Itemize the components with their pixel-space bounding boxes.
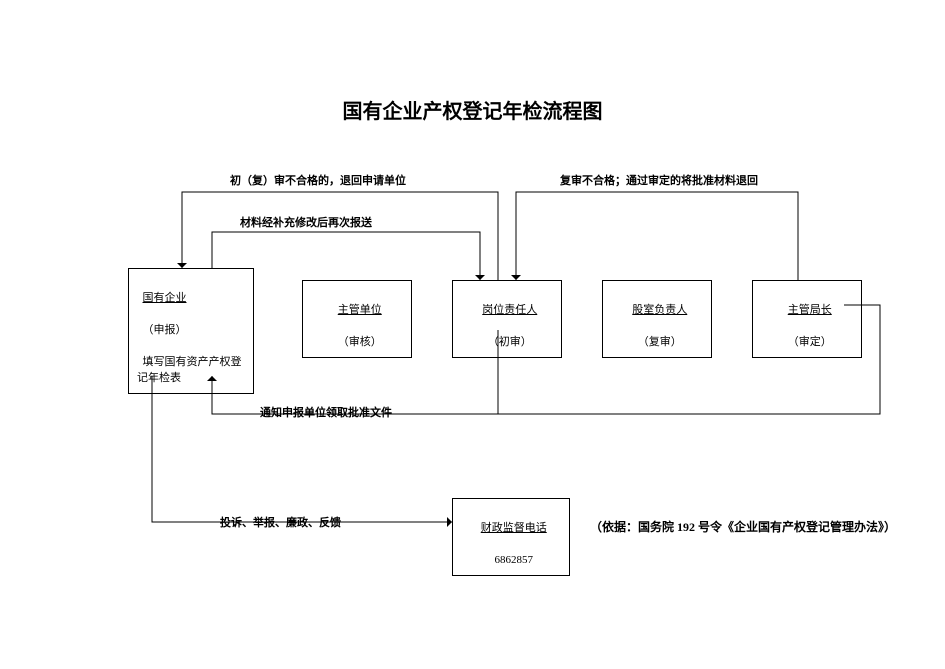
node-supervisor-unit: 主管单位 （审核） [302, 280, 412, 358]
node-applicant-desc: 填写国有资产产权登记年检表 [137, 356, 242, 384]
node-supervisor-unit-sub: （审核） [338, 336, 382, 348]
node-section-chief-sub: （复审） [638, 336, 682, 348]
node-applicant-title: 国有企业 [143, 292, 187, 304]
node-post-responsible: 岗位责任人 （初审） [452, 280, 562, 358]
citation-text: （依据：国务院 192 号令《企业国有产权登记管理办法》） [590, 518, 896, 535]
label-notify-collect: 通知申报单位领取批准文件 [260, 404, 392, 420]
node-hotline: 财政监督电话 6862857 [452, 498, 570, 576]
node-hotline-sub: 6862857 [495, 554, 534, 566]
page-title: 国有企业产权登记年检流程图 [0, 95, 945, 124]
node-section-chief-title: 股室负责人 [632, 304, 687, 316]
node-supervisor-unit-title: 主管单位 [338, 304, 382, 316]
node-applicant: 国有企业 （申报） 填写国有资产产权登记年检表 [128, 268, 254, 394]
label-return-fail: 初（复）审不合格的，退回申请单位 [230, 172, 406, 188]
node-bureau-director-title: 主管局长 [788, 304, 832, 316]
node-section-chief: 股室负责人 （复审） [602, 280, 712, 358]
label-resubmit: 材料经补充修改后再次报送 [240, 214, 372, 230]
node-post-responsible-sub: （初审） [488, 336, 532, 348]
label-complaint: 投诉、举报、廉政、反馈 [220, 514, 341, 530]
label-return-approved: 复审不合格；通过审定的将批准材料退回 [560, 172, 758, 188]
node-hotline-title: 财政监督电话 [481, 522, 547, 534]
node-bureau-director: 主管局长 （审定） [752, 280, 862, 358]
node-bureau-director-sub: （审定） [788, 336, 832, 348]
node-applicant-sub: （申报） [143, 324, 187, 336]
node-post-responsible-title: 岗位责任人 [482, 304, 537, 316]
